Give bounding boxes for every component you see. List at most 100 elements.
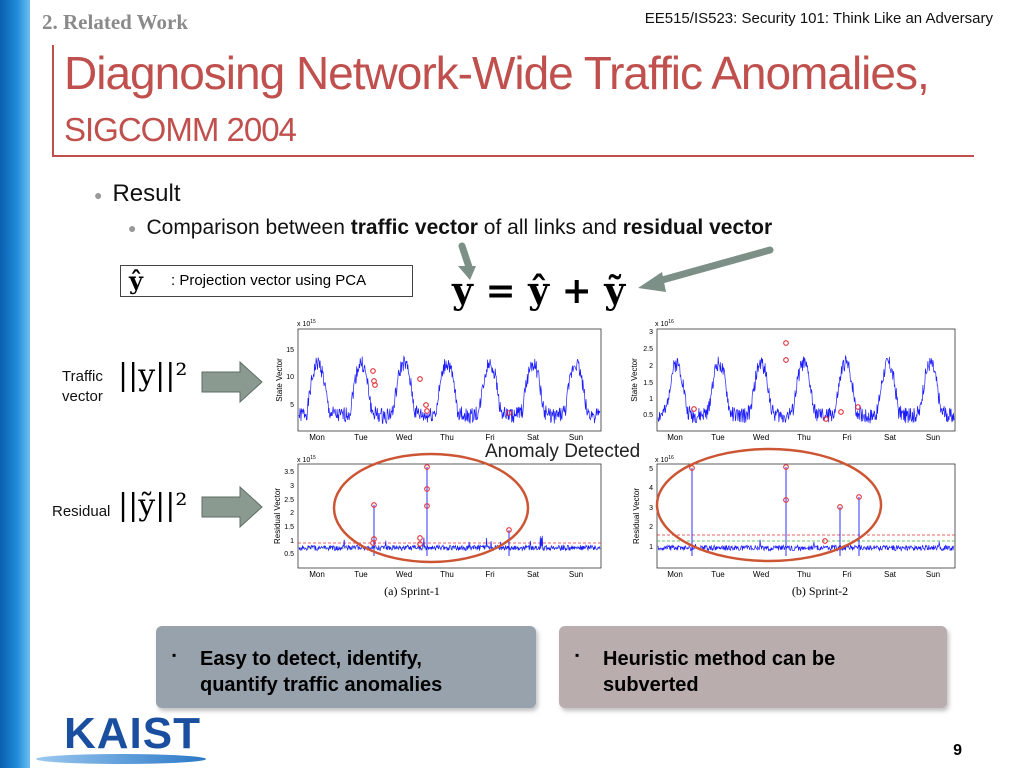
anomaly-marker [783,340,789,346]
anomaly-marker [417,541,423,547]
x-tick: Wed [396,433,412,442]
x-tick: Sat [884,433,897,442]
traffic-label-line2: vector [62,388,103,405]
anomaly-marker [424,464,430,470]
x-tick: Mon [667,433,683,442]
exponent-label: x 1015 [297,319,316,328]
y-ticks: 15 10 5 [286,347,294,409]
square-bullet-icon: ▪ [575,648,580,662]
residual-series-line [657,539,955,552]
slide-title: Diagnosing Network-Wide Traffic Anomalie… [64,47,1024,156]
bullet-result-text: Result [112,180,181,207]
x-tick: Mon [309,433,325,442]
anomaly-markers [370,368,512,416]
x-tick: Thu [797,433,811,442]
x-tick: Tue [354,570,368,579]
traffic-arrow [201,360,263,404]
arrow-head-y-tilde [638,272,666,292]
y-tick: 2 [290,510,294,517]
x-tick: Thu [440,570,454,579]
comparison-prefix: Comparison between [146,216,351,239]
anomaly-marker [370,368,376,374]
pro-text: Easy to detect, identify, quantify traff… [200,648,443,696]
anomaly-marker [837,504,843,510]
comparison-residual-vector: residual vector [622,216,773,239]
anomaly-markers [691,340,861,422]
y-axis-label: State Vector [275,358,284,402]
anomaly-marker [424,503,430,509]
anomaly-ellipse-sprint2 [655,447,883,563]
anomaly-marker [424,408,430,414]
sprint1-residual-chart: x 1015 Residual Vector 3.5 3 2.5 2 1.5 1… [273,455,602,598]
anomaly-marker [370,540,376,546]
bullet-dot: ● [94,186,103,203]
traffic-label-line1: Traffic [62,368,103,385]
plot-frame [297,463,602,569]
comparison-mid: of all links and [477,216,623,239]
y-tick: 2 [649,363,653,370]
x-tick: Sun [569,433,583,442]
square-bullet-icon: ▪ [172,648,177,662]
y-tick: 3 [649,505,653,512]
x-tick: Sun [926,433,940,442]
traffic-series-line [298,355,601,425]
y-tick: 5 [649,466,653,473]
anomaly-marker [371,502,377,508]
y-tick: 15 [286,347,294,354]
anomaly-marker [506,410,512,416]
exponent-label: x 1016 [655,319,674,328]
y-tick: 5 [290,402,294,409]
title-bracket [52,45,974,157]
x-ticks: Mon Tue Wed Thu Fri Sat Sun [309,570,583,579]
residual-spikes [691,467,860,556]
y-tick: 3 [649,329,653,336]
x-tick: Thu [797,570,811,579]
anomaly-marker [691,406,697,412]
residual-series-line [298,535,601,552]
course-header: EE515/IS523: Security 101: Think Like an… [644,10,993,27]
x-tick: Sat [527,570,540,579]
anomaly-marker [783,357,789,363]
y-tick: 3 [290,483,294,490]
anomaly-markers [370,464,512,547]
exponent-label: x 1016 [655,455,674,464]
anomaly-ellipse-sprint1 [332,452,530,564]
y-tick: 10 [286,374,294,381]
anomaly-marker [424,486,430,492]
residual-norm: ||ỹ||² [118,488,188,523]
residual-spikes [373,467,510,556]
y-tick: 2.5 [643,346,653,353]
anomaly-markers [689,464,862,544]
title-venue: SIGCOMM 2004 [64,111,297,148]
chart-caption: (b) Sprint-2 [792,584,848,598]
page-number: 9 [953,742,962,759]
y-ticks: 3.5 3 2.5 2 1.5 1 0.5 [284,469,294,558]
residual-arrow [201,485,263,529]
x-ticks: Mon Tue Wed Thu Fri Sat Sun [667,570,940,579]
x-tick: Tue [354,433,368,442]
x-ticks: Mon Tue Wed Thu Fri Sat Sun [309,433,583,442]
anomaly-marker [372,382,378,388]
x-tick: Sat [884,570,897,579]
exponent-label: x 1015 [297,455,316,464]
arrow-head-y-hat [458,266,476,280]
pca-legend-text: : Projection vector using PCA [171,272,367,289]
x-tick: Sat [527,433,540,442]
con-box: ▪ Heuristic method can be subverted [559,626,947,708]
arrow-to-y-tilde [651,246,774,286]
x-tick: Mon [667,570,683,579]
x-tick: Wed [753,433,769,442]
y-ticks: 5 4 3 2 1 [649,466,653,551]
x-tick: Fri [485,433,495,442]
y-tick: 1 [290,538,294,545]
y-tick: 1 [649,544,653,551]
y-axis-label: Residual Vector [632,488,641,544]
x-tick: Tue [711,570,725,579]
y-axis-label: Residual Vector [273,488,282,544]
sprint2-traffic-chart: x 1016 State Vector 3 2.5 2 1.5 1 0.5 Mo… [630,319,956,442]
traffic-norm: ||y||² [118,358,188,393]
bullet-result: ● Result [94,180,181,208]
y-tick: 1.5 [284,524,294,531]
equation-arrows [458,242,774,292]
x-tick: Thu [440,433,454,442]
